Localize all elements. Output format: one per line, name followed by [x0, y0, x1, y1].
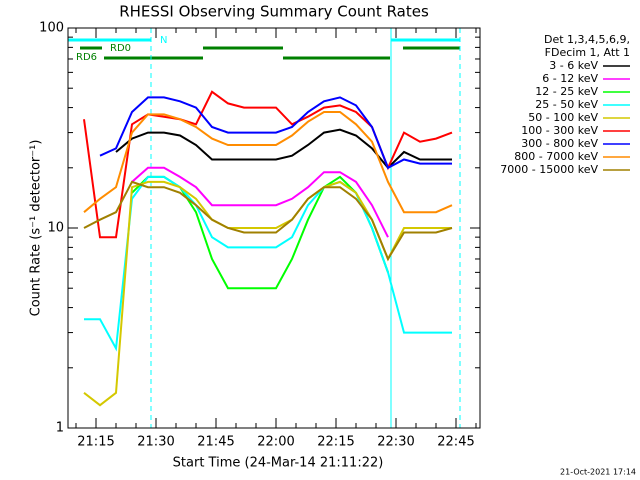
- legend-label: 12 - 25 keV: [535, 85, 598, 98]
- plot-area: [83, 90, 453, 407]
- x-tick-label: 22:45: [437, 435, 474, 450]
- status-bars: N RD0 RD6: [68, 28, 461, 428]
- legend-label: 3 - 6 keV: [549, 59, 598, 72]
- series-line: [83, 180, 453, 262]
- y-tick-label: 1: [56, 421, 64, 436]
- legend-label: 25 - 50 keV: [535, 98, 598, 111]
- x-tick-label: 21:30: [137, 435, 174, 450]
- y-tick-label: 10: [47, 221, 64, 236]
- y-axis-label: Count Rate (s⁻¹ detector⁻¹): [29, 140, 44, 317]
- legend-label: 7000 - 15000 keV: [500, 163, 598, 176]
- legend-label: 800 - 7000 keV: [514, 150, 598, 163]
- x-tick-label: 21:45: [197, 435, 234, 450]
- x-tick-label: 22:15: [317, 435, 354, 450]
- x-axis-label: Start Time (24-Mar-14 21:11:22): [173, 456, 384, 471]
- annotation: RD6: [76, 52, 97, 63]
- footer: 21-Oct-2021 17:14: [560, 468, 636, 477]
- series-line: [115, 128, 452, 170]
- annotation: RD0: [110, 43, 131, 54]
- x-tick-label: 22:00: [257, 435, 294, 450]
- chart-title: RHESSI Observing Summary Count Rates: [119, 3, 429, 21]
- series-line: [84, 175, 452, 352]
- x-tick-label: 21:15: [77, 435, 114, 450]
- legend-header: FDecim 1, Att 1: [545, 46, 630, 59]
- x-tick-label: 22:30: [377, 435, 414, 450]
- annotation: N: [160, 35, 167, 46]
- series-line: [131, 166, 389, 238]
- legend-label: 300 - 800 keV: [521, 137, 598, 150]
- legend-label: 100 - 300 keV: [521, 124, 598, 137]
- legend-header: Det 1,3,4,5,6,9,: [544, 33, 630, 46]
- series-line: [83, 111, 453, 214]
- y-tick-label: 100: [39, 21, 64, 36]
- legend-label: 50 - 100 keV: [528, 111, 598, 124]
- legend-label: 6 - 12 keV: [542, 72, 598, 85]
- series-line: [99, 96, 452, 170]
